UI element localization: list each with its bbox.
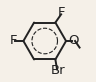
Text: Br: Br: [50, 64, 65, 77]
Text: F: F: [9, 35, 17, 47]
Text: O: O: [69, 35, 79, 47]
Text: F: F: [58, 6, 66, 19]
